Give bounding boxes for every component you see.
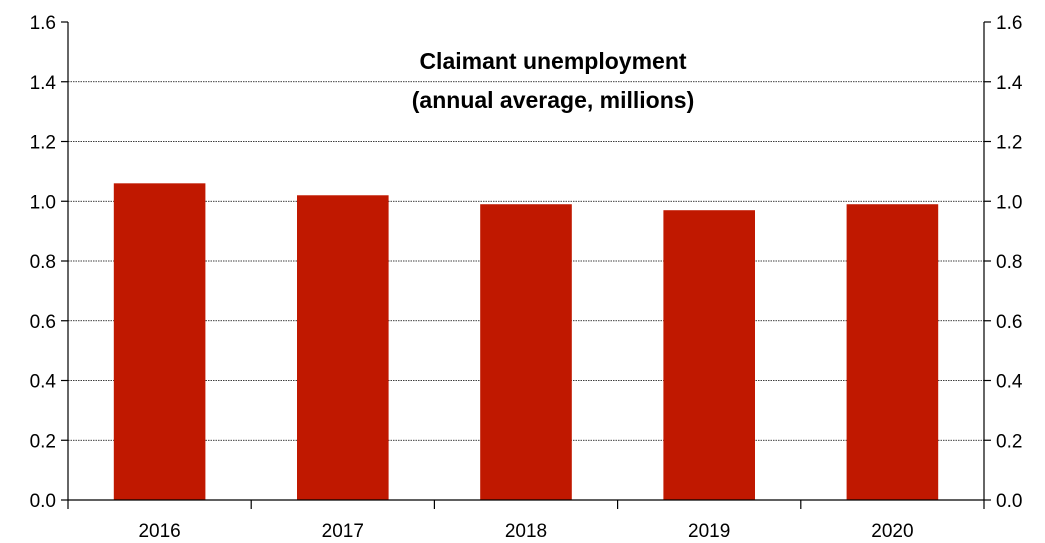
bar-2018 — [480, 204, 572, 501]
x-tick-label: 2019 — [688, 521, 730, 542]
y-tick-label-left: 0.0 — [30, 491, 56, 512]
x-tick-label: 2018 — [505, 521, 547, 542]
y-tick-label-right: 1.2 — [996, 133, 1022, 154]
bar-2017 — [297, 195, 389, 500]
x-tick-label: 2017 — [322, 521, 364, 542]
y-tick-label-right: 1.0 — [996, 192, 1022, 213]
y-tick-label-right: 1.4 — [996, 73, 1023, 94]
y-tick-label-left: 0.8 — [30, 252, 56, 273]
bar-2020 — [846, 204, 939, 501]
bar-2016 — [113, 183, 206, 500]
y-tick-label-right: 0.4 — [996, 372, 1023, 393]
y-tick-label-left: 0.6 — [30, 312, 56, 333]
x-tick-label: 2020 — [871, 521, 913, 542]
chart-subtitle: (annual average, millions) — [412, 87, 694, 113]
y-tick-label-right: 1.6 — [996, 13, 1022, 34]
y-tick-label-right: 0.6 — [996, 312, 1022, 333]
y-tick-label-left: 1.4 — [30, 73, 57, 94]
right-y-axis-ticks: 0.0 0.2 0.4 0.6 0.8 1.0 1.2 1.4 1.6 — [984, 13, 1023, 512]
x-tick-label: 2016 — [138, 521, 180, 542]
bar-2019 — [663, 210, 755, 500]
y-tick-label-right: 0.0 — [996, 491, 1022, 512]
y-tick-label-right: 0.2 — [996, 431, 1022, 452]
y-tick-label-left: 1.6 — [30, 13, 56, 34]
y-tick-label-left: 0.2 — [30, 431, 56, 452]
y-tick-label-left: 1.0 — [30, 192, 56, 213]
x-axis-ticks: 2016 2017 2018 2019 2020 — [67, 500, 985, 542]
left-y-axis-ticks: 0.0 0.2 0.4 0.6 0.8 1.0 1.2 1.4 1.6 — [30, 13, 68, 512]
bars — [113, 183, 939, 501]
y-tick-label-left: 0.4 — [30, 372, 57, 393]
chart-title: Claimant unemployment — [419, 48, 686, 74]
y-tick-label-left: 1.2 — [30, 133, 56, 154]
y-tick-label-right: 0.8 — [996, 252, 1022, 273]
